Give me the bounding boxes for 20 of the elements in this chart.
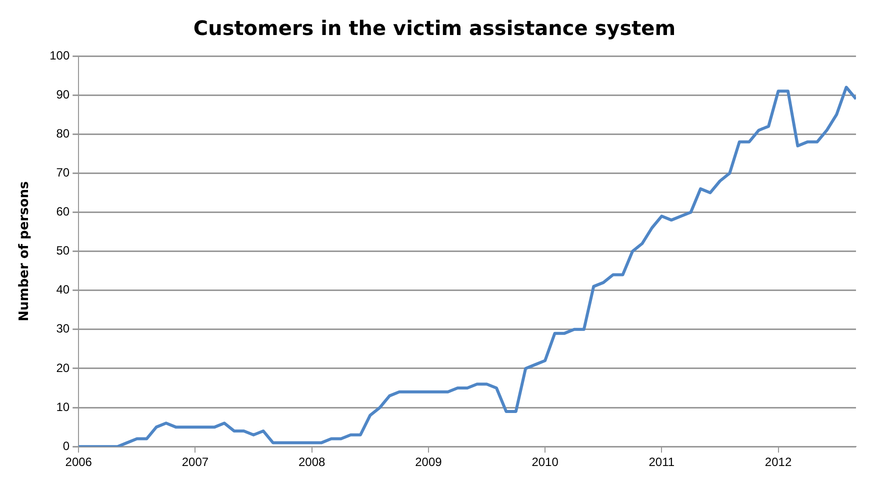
x-tick-label: 2006 [65, 455, 92, 470]
y-tick-label: 100 [50, 48, 70, 62]
x-tick-label: 2007 [182, 455, 209, 470]
y-tick-label: 30 [56, 322, 70, 336]
y-tick-label: 0 [62, 438, 70, 453]
x-tick-label: 2009 [415, 455, 442, 470]
y-tick-label: 60 [56, 204, 70, 219]
y-tick-label: 90 [56, 87, 70, 102]
chart-title: Customers in the victim assistance system [193, 16, 676, 40]
y-tick-label: 80 [56, 126, 70, 140]
y-tick-label: 40 [56, 282, 70, 297]
y-tick-label: 20 [56, 360, 70, 375]
y-axis-title: Number of persons [17, 181, 32, 322]
x-tick-label: 2012 [764, 455, 792, 470]
y-tick-label: 70 [56, 165, 70, 180]
x-tick-label: 2010 [532, 455, 559, 470]
x-tick-label: 2008 [298, 455, 326, 470]
y-tick-label: 10 [56, 400, 70, 414]
y-tick-label: 50 [56, 244, 70, 258]
x-tick-label: 2011 [648, 455, 675, 470]
